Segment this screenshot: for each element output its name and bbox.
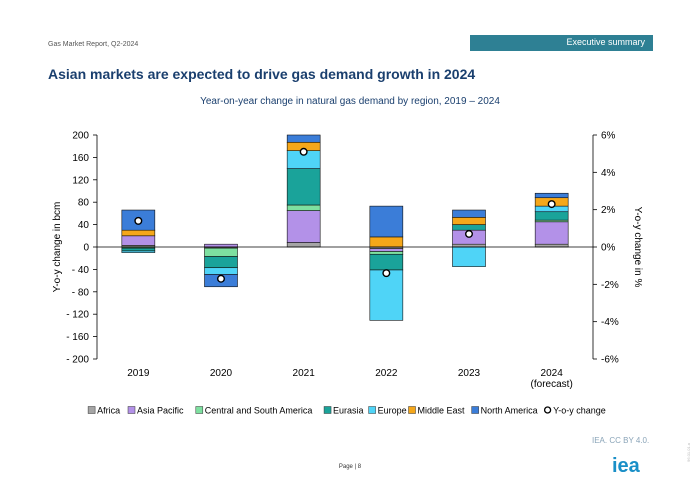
bar-segment	[369, 248, 404, 252]
x-tick-label: 2023	[458, 368, 481, 379]
yoy-change-point	[547, 200, 556, 209]
y-tick-label-left: 120	[72, 175, 89, 186]
legend-label: Africa	[97, 406, 120, 416]
bar-segment	[452, 209, 486, 218]
yoy-change-point	[216, 274, 225, 283]
y-tick-label-left: - 120	[66, 310, 89, 321]
bar-segment	[204, 243, 238, 248]
y-tick-label-left: - 80	[72, 287, 90, 298]
bar-segment	[452, 217, 486, 225]
y-tick-label-right: -2%	[601, 280, 619, 291]
iea-logo: iea	[612, 455, 641, 475]
bar-segment	[534, 221, 569, 245]
credit-label: IEA. CC BY 4.0.	[592, 436, 650, 445]
y-tick-label-right: 6%	[601, 131, 616, 142]
y-tick-label-left: 80	[78, 198, 90, 209]
page-number: Page | 8	[338, 464, 362, 470]
x-tick-label: (forecast)	[531, 379, 573, 390]
x-tick-label: 2021	[293, 368, 316, 379]
document-id: 96.01.01.a	[686, 443, 691, 462]
legend-swatch	[471, 406, 479, 414]
y-tick-label-right: 2%	[601, 205, 616, 216]
y-tick-label-right: 4%	[601, 168, 616, 179]
yoy-change-point	[382, 269, 391, 278]
page-title: Asian markets are expected to drive gas …	[48, 66, 476, 82]
y-axis-title-right: Y-o-y change in %	[632, 207, 643, 288]
bar-segment	[286, 242, 321, 248]
y-tick-label-left: 200	[72, 131, 89, 142]
yoy-change-point	[299, 147, 308, 156]
bar-segment	[369, 236, 404, 248]
y-tick-label-right: -6%	[601, 355, 619, 366]
legend-label: Y-o-y change	[553, 406, 606, 416]
y-tick-label-left: - 160	[66, 332, 89, 343]
bar-segment	[534, 243, 569, 248]
yoy-change-point	[465, 229, 474, 238]
legend-marker	[543, 406, 552, 414]
bar-segment	[452, 224, 486, 231]
x-tick-label: 2020	[210, 368, 233, 379]
legend-swatch	[195, 406, 204, 414]
bar-segment	[204, 247, 238, 257]
legend-label: Europe	[378, 406, 407, 416]
bar-segment	[369, 205, 404, 238]
y-axis-title-left: Y-o-y change in bcm	[52, 202, 63, 293]
chart-title: Year-on-year change in natural gas deman…	[200, 96, 500, 107]
legend-label: Eurasia	[333, 406, 364, 416]
legend-swatch	[368, 406, 376, 414]
yoy-change-point	[134, 216, 143, 225]
bar-segment	[369, 269, 404, 321]
bar-segment	[121, 247, 156, 252]
x-tick-label: 2022	[375, 368, 398, 379]
y-tick-label-right: -4%	[601, 317, 619, 328]
legend-swatch	[323, 406, 332, 414]
bar-segment	[534, 211, 569, 221]
bar-segment	[286, 210, 321, 243]
bar-segment	[534, 192, 569, 199]
y-tick-label-right: 0%	[601, 243, 616, 254]
section-label: Executive summary	[566, 37, 645, 47]
legend-label: Central and South America	[205, 406, 313, 416]
bar-segment	[204, 267, 238, 275]
bar-segment	[369, 251, 404, 255]
bar-segment	[286, 168, 321, 206]
legend-swatch	[87, 406, 96, 414]
report-name: Gas Market Report, Q2-2024	[48, 41, 139, 48]
bar-segment	[121, 229, 156, 237]
logo-text: iea	[612, 455, 641, 475]
legend-label: Middle East	[418, 406, 466, 416]
y-tick-label-left: 0	[83, 243, 89, 254]
legend-label: Asia Pacific	[137, 406, 184, 416]
x-tick-label: 2019	[127, 368, 150, 379]
bar-segment	[452, 246, 486, 267]
bar-segment	[204, 256, 238, 269]
bar-segment	[286, 204, 321, 211]
x-tick-label: 2024	[541, 368, 564, 379]
legend-swatch	[408, 406, 416, 414]
y-tick-label-left: 160	[72, 153, 89, 164]
legend-swatch	[127, 406, 136, 414]
y-tick-label-left: - 200	[66, 355, 89, 366]
y-tick-label-left: - 40	[72, 265, 90, 276]
section-band: Executive summary	[470, 35, 653, 51]
bar-segment	[452, 243, 486, 248]
bar-segment	[286, 134, 321, 143]
y-tick-label-left: 40	[78, 220, 90, 231]
legend-label: North America	[481, 406, 538, 416]
bar-segment	[121, 235, 156, 246]
bar-segment	[121, 250, 156, 253]
bar-segment	[369, 253, 404, 271]
